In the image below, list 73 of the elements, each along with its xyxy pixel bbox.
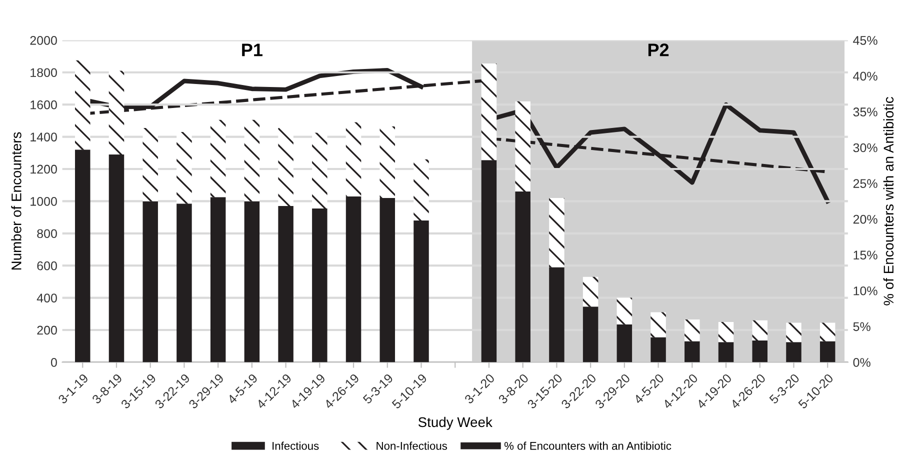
bar — [820, 322, 836, 342]
legend-label: Infectious — [272, 442, 319, 450]
bar — [549, 267, 564, 362]
bar — [481, 160, 497, 362]
bar — [346, 122, 362, 196]
y-tick-label: 1000 — [30, 197, 57, 206]
bar — [650, 312, 666, 338]
y2-tick-label: 15% — [854, 250, 878, 260]
y2-tick-label: 20% — [853, 214, 878, 224]
y2-tick-label: 25% — [853, 179, 878, 188]
bar — [380, 126, 396, 198]
y-tick-label: 1400 — [30, 132, 57, 142]
bar — [108, 70, 124, 155]
bar — [650, 337, 666, 362]
bar — [278, 128, 294, 206]
y-tick-label: 400 — [36, 294, 57, 302]
bar — [210, 120, 226, 198]
y-tick-label: 600 — [37, 261, 57, 270]
bar — [616, 324, 632, 362]
band-label: P2 — [648, 44, 669, 56]
bar — [346, 196, 362, 362]
bar — [176, 132, 192, 204]
bar — [380, 198, 396, 362]
bar — [414, 159, 429, 221]
y-tick-label: 2000 — [30, 36, 57, 45]
y-axis-title: Number of Encounters — [11, 132, 22, 270]
bar — [176, 204, 192, 362]
bar — [414, 220, 429, 362]
bar — [515, 101, 530, 192]
bar — [244, 201, 260, 362]
bar — [481, 64, 497, 160]
y2-tick-label: 0% — [853, 358, 870, 367]
y-tick-label: 1800 — [30, 68, 57, 78]
y-tick-label: 1600 — [30, 100, 57, 110]
bar — [312, 132, 328, 208]
bar — [312, 208, 328, 362]
bar — [786, 322, 802, 342]
bar — [75, 150, 90, 362]
bar — [752, 340, 768, 362]
y2-tick-label: 30% — [853, 143, 878, 152]
bar — [142, 128, 158, 202]
bar — [786, 342, 802, 362]
legend-label: % of Encounters with an Antibiotic — [504, 442, 672, 450]
y-tick-label: 200 — [37, 326, 57, 335]
bar — [684, 341, 700, 362]
y2-tick-label: 40% — [853, 72, 878, 81]
y-tick-label: 800 — [37, 229, 57, 238]
y2-tick-label: 45% — [853, 36, 878, 45]
y-tick-label: 1200 — [30, 164, 57, 174]
y2-tick-label: 35% — [853, 108, 878, 116]
bar — [210, 197, 226, 362]
y2-tick-label: 10% — [854, 286, 878, 296]
y-tick-label: 0 — [50, 358, 57, 367]
bar — [820, 341, 836, 362]
bar — [549, 198, 564, 268]
legend-label: Non-Infectious — [376, 442, 448, 450]
bar — [616, 298, 632, 324]
bar — [278, 206, 294, 362]
bar — [684, 320, 700, 342]
bar — [718, 342, 734, 362]
bar — [515, 192, 530, 362]
annotation: P1 — [242, 44, 262, 56]
bar — [108, 154, 124, 362]
bar — [582, 306, 598, 362]
bar — [582, 276, 598, 307]
bar — [718, 322, 734, 342]
bar — [142, 201, 158, 362]
x-axis-title: Study Week — [418, 416, 492, 430]
bar — [75, 60, 90, 150]
y2-tick-label: 5% — [853, 322, 870, 332]
bar — [244, 120, 260, 202]
bar — [752, 320, 768, 340]
y2-axis-title: % of Encounters with an Antibiotic — [883, 96, 894, 306]
